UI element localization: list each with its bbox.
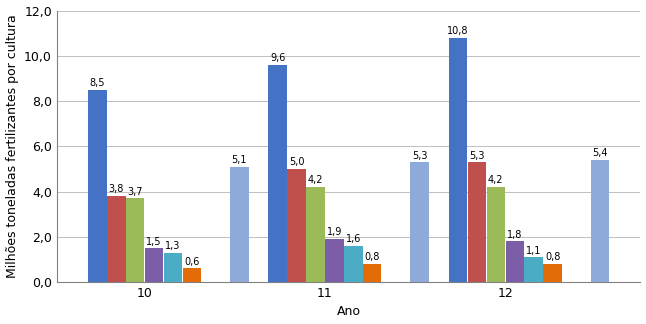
Text: 5,0: 5,0 bbox=[289, 157, 304, 167]
Bar bbox=[543, 264, 562, 282]
Bar bbox=[344, 246, 362, 282]
Bar bbox=[468, 162, 486, 282]
Bar bbox=[525, 257, 543, 282]
Text: 3,8: 3,8 bbox=[109, 184, 124, 194]
Text: 5,3: 5,3 bbox=[469, 151, 484, 161]
Bar bbox=[506, 241, 524, 282]
Text: 4,2: 4,2 bbox=[307, 175, 323, 185]
Text: 1,9: 1,9 bbox=[327, 227, 342, 237]
Text: 1,6: 1,6 bbox=[346, 234, 361, 244]
Bar bbox=[269, 65, 287, 282]
Bar bbox=[449, 38, 467, 282]
Bar bbox=[230, 167, 249, 282]
Text: 8,5: 8,5 bbox=[90, 78, 105, 88]
Bar bbox=[326, 239, 344, 282]
Bar bbox=[363, 264, 382, 282]
Text: 1,3: 1,3 bbox=[165, 241, 181, 251]
Text: 0,6: 0,6 bbox=[184, 257, 200, 267]
Bar bbox=[287, 169, 306, 282]
Text: 4,2: 4,2 bbox=[488, 175, 503, 185]
Text: 5,3: 5,3 bbox=[412, 151, 428, 161]
Text: 0,8: 0,8 bbox=[364, 252, 380, 262]
Y-axis label: Milhões toneladas fertilizantes por cultura: Milhões toneladas fertilizantes por cult… bbox=[6, 14, 19, 278]
Text: 5,4: 5,4 bbox=[592, 148, 608, 158]
Text: 1,5: 1,5 bbox=[147, 237, 162, 247]
Text: 5,1: 5,1 bbox=[232, 155, 247, 165]
Text: 1,8: 1,8 bbox=[507, 230, 523, 240]
Bar bbox=[107, 196, 125, 282]
Text: 9,6: 9,6 bbox=[270, 53, 286, 63]
Bar bbox=[410, 162, 429, 282]
Text: 1,1: 1,1 bbox=[526, 246, 541, 256]
Bar bbox=[183, 269, 201, 282]
Bar bbox=[145, 248, 163, 282]
Bar bbox=[306, 187, 325, 282]
Bar bbox=[89, 90, 107, 282]
Bar bbox=[486, 187, 505, 282]
X-axis label: Ano: Ano bbox=[337, 306, 360, 318]
Bar bbox=[590, 160, 609, 282]
Text: 0,8: 0,8 bbox=[545, 252, 560, 262]
Text: 10,8: 10,8 bbox=[447, 26, 469, 36]
Bar bbox=[126, 198, 145, 282]
Text: 3,7: 3,7 bbox=[127, 187, 143, 197]
Bar bbox=[164, 253, 182, 282]
